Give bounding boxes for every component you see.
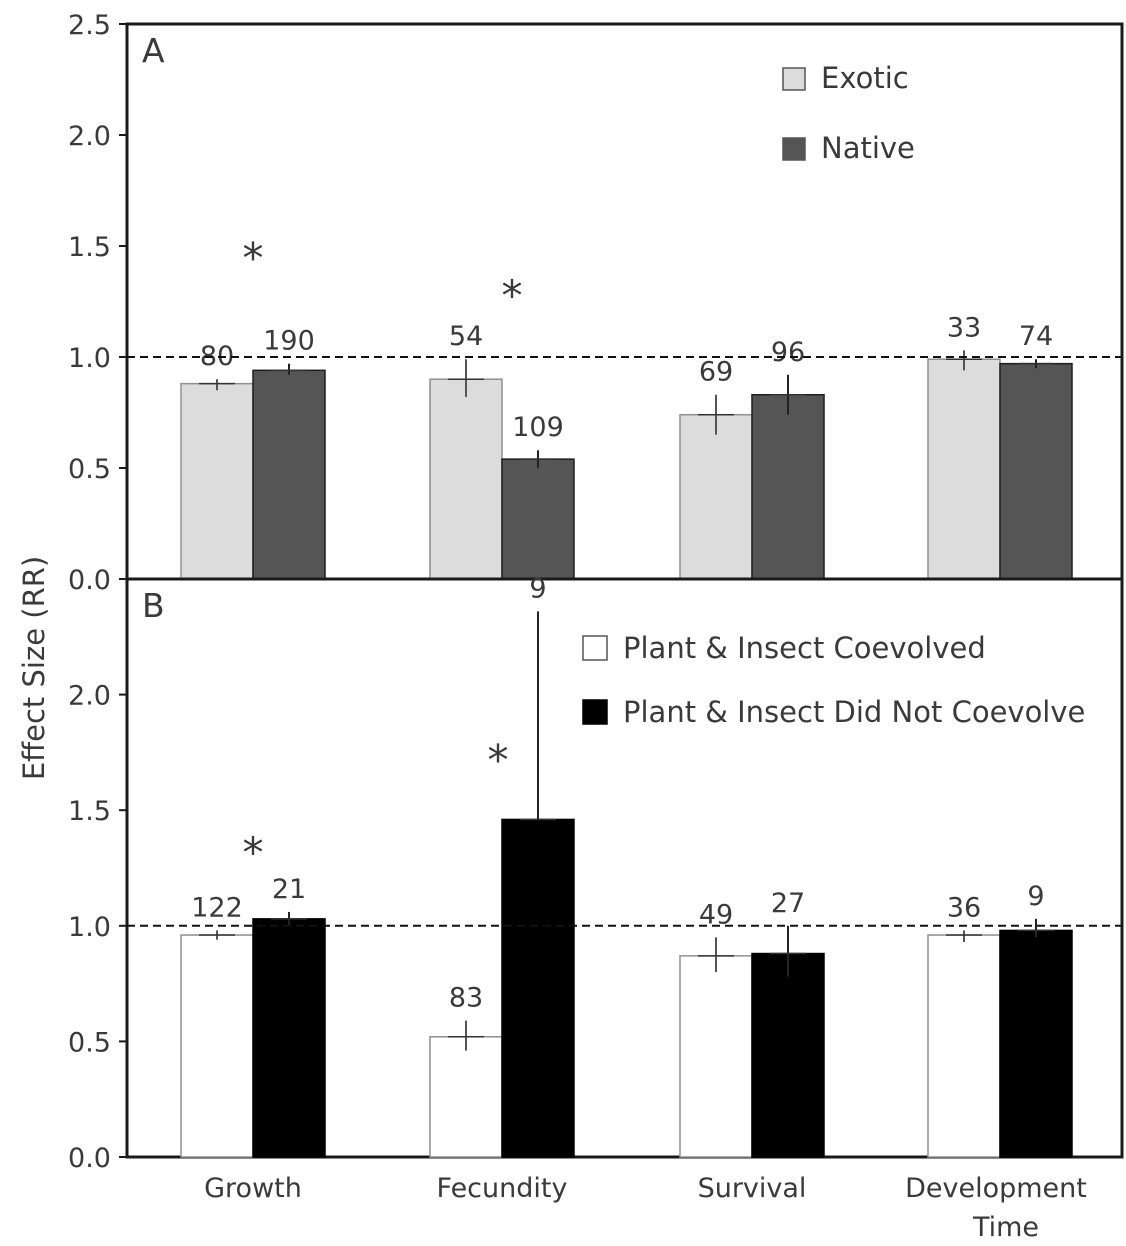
panel-b-frame [125, 577, 1124, 1159]
bar-native [999, 362, 1073, 580]
y-tick-label: 1.0 [68, 343, 111, 374]
n-label: 36 [947, 892, 981, 923]
bar-exotic [679, 413, 753, 580]
bar-exotic [927, 358, 1001, 580]
bar-plant-insect-did-not-coevolve [252, 918, 326, 1158]
significance-asterisk: * [488, 735, 509, 784]
panel-b-legend: Plant & Insect Coevolved Plant & Insect D… [582, 631, 1085, 729]
n-label: 69 [699, 357, 733, 388]
n-label: 54 [449, 321, 483, 352]
bar-plant-insect-coevolved [180, 934, 254, 1158]
bar-plant-insect-did-not-coevolve [999, 929, 1073, 1158]
bar-plant-insect-coevolved [429, 1036, 503, 1158]
panel-a-legend: Exotic Native [782, 61, 915, 165]
y-tick-label: 2.0 [68, 681, 111, 712]
n-label: 122 [191, 892, 243, 923]
bar-exotic [180, 382, 254, 580]
legend-label: Exotic [821, 61, 909, 95]
x-category-label: Fecundity [437, 1173, 568, 1204]
bar-native [252, 369, 326, 580]
n-label: 74 [1019, 321, 1053, 352]
n-label: 9 [529, 573, 546, 604]
n-label: 33 [947, 312, 981, 343]
y-tick-label: 0.5 [68, 454, 111, 485]
n-label: 21 [272, 874, 306, 905]
y-tick-label: 0.0 [68, 565, 111, 596]
x-category-label: Growth [204, 1173, 302, 1204]
bar-plant-insect-coevolved [679, 955, 753, 1158]
n-label: 96 [771, 337, 805, 368]
legend-label: Plant & Insect Coevolved [623, 631, 986, 665]
n-label: 190 [263, 326, 315, 357]
y-tick-label: 2.0 [68, 121, 111, 152]
legend-label: Native [821, 131, 915, 165]
panel-a: 0.0 0.5 1.0 1.5 2.0 2.5 A 80 54 69 33 190 109 96 74 * * E… [68, 10, 1124, 596]
n-label: 9 [1027, 881, 1044, 912]
bar-native [501, 458, 575, 580]
y-tick-label: 0.0 [68, 1143, 111, 1174]
significance-asterisk: * [243, 828, 264, 877]
y-axis-label: Effect Size (RR) [17, 556, 51, 780]
legend-swatch [782, 67, 806, 91]
n-label: 83 [449, 983, 483, 1014]
legend-swatch [782, 137, 806, 161]
legend-label: Plant & Insect Did Not Coevolve [623, 695, 1085, 729]
bar-plant-insect-coevolved [927, 934, 1001, 1158]
significance-asterisk: * [243, 233, 264, 282]
x-category-label: Development [905, 1173, 1087, 1204]
panels: 0.0 0.5 1.0 1.5 2.0 2.5 A 80 54 69 33 190 109 96 74 * * E… [68, 10, 1124, 1174]
n-label: 109 [512, 412, 564, 443]
y-tick-label: 1.0 [68, 912, 111, 943]
n-label: 27 [771, 888, 805, 919]
x-category-labels: Growth Fecundity Survival Development Time [204, 1173, 1087, 1243]
bar-native [751, 393, 825, 580]
legend-swatch [582, 635, 608, 661]
bar-exotic [429, 378, 503, 580]
panel-a-letter: A [142, 31, 165, 70]
x-category-label: Time [972, 1212, 1039, 1243]
y-tick-label: 1.5 [68, 232, 111, 263]
bar-plant-insect-did-not-coevolve [501, 818, 575, 1158]
y-tick-label: 1.5 [68, 796, 111, 827]
y-tick-label: 2.5 [68, 10, 111, 41]
legend-swatch [582, 699, 608, 725]
panel-b-letter: B [142, 586, 165, 625]
x-category-label: Survival [698, 1173, 807, 1204]
y-tick-label: 0.5 [68, 1027, 111, 1058]
bar-plant-insect-did-not-coevolve [751, 952, 825, 1158]
n-label: 80 [200, 341, 234, 372]
significance-asterisk: * [502, 271, 523, 320]
